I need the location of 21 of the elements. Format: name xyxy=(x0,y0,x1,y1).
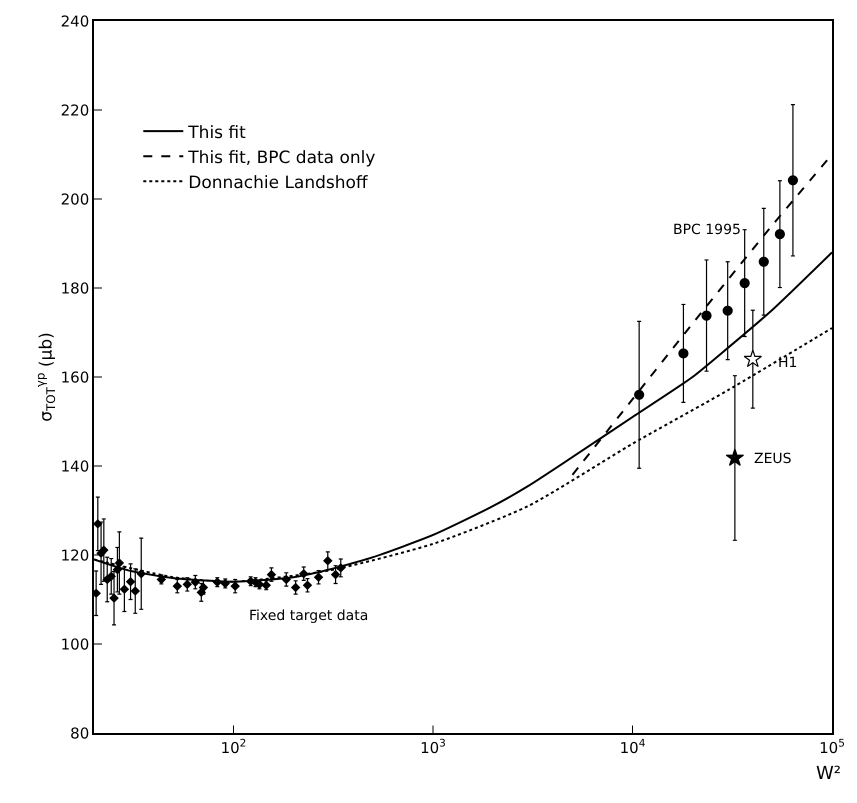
x-axis-title: W² xyxy=(816,763,842,784)
x-tick-label: 10$^{3}$ xyxy=(420,737,446,757)
y-tick-label: 220 xyxy=(60,101,90,120)
legend-label: This fit, BPC data only xyxy=(187,148,376,168)
x-tick-label: 10$^{4}$ xyxy=(620,737,646,757)
annotation: Fixed target data xyxy=(249,608,368,624)
y-tick-label: 80 xyxy=(70,724,90,742)
annotation: BPC 1995 xyxy=(673,222,741,238)
legend-label: This fit xyxy=(187,122,246,143)
x-tick-label: 10$^{5}$ xyxy=(819,737,845,757)
y-tick-label: 200 xyxy=(60,190,90,208)
y-tick-label: 180 xyxy=(60,279,90,298)
y-tick-label: 140 xyxy=(60,457,90,476)
annotation: ZEUS xyxy=(754,451,792,467)
legend-label: Donnachie Landshoff xyxy=(188,172,369,193)
y-tick-label: 160 xyxy=(60,368,90,386)
y-tick-label: 240 xyxy=(60,12,90,30)
annotation: H1 xyxy=(778,355,798,371)
y-tick-label: 100 xyxy=(60,635,90,654)
x-tick-label: 10$^{2}$ xyxy=(220,737,246,757)
y-tick-label: 120 xyxy=(60,546,90,564)
